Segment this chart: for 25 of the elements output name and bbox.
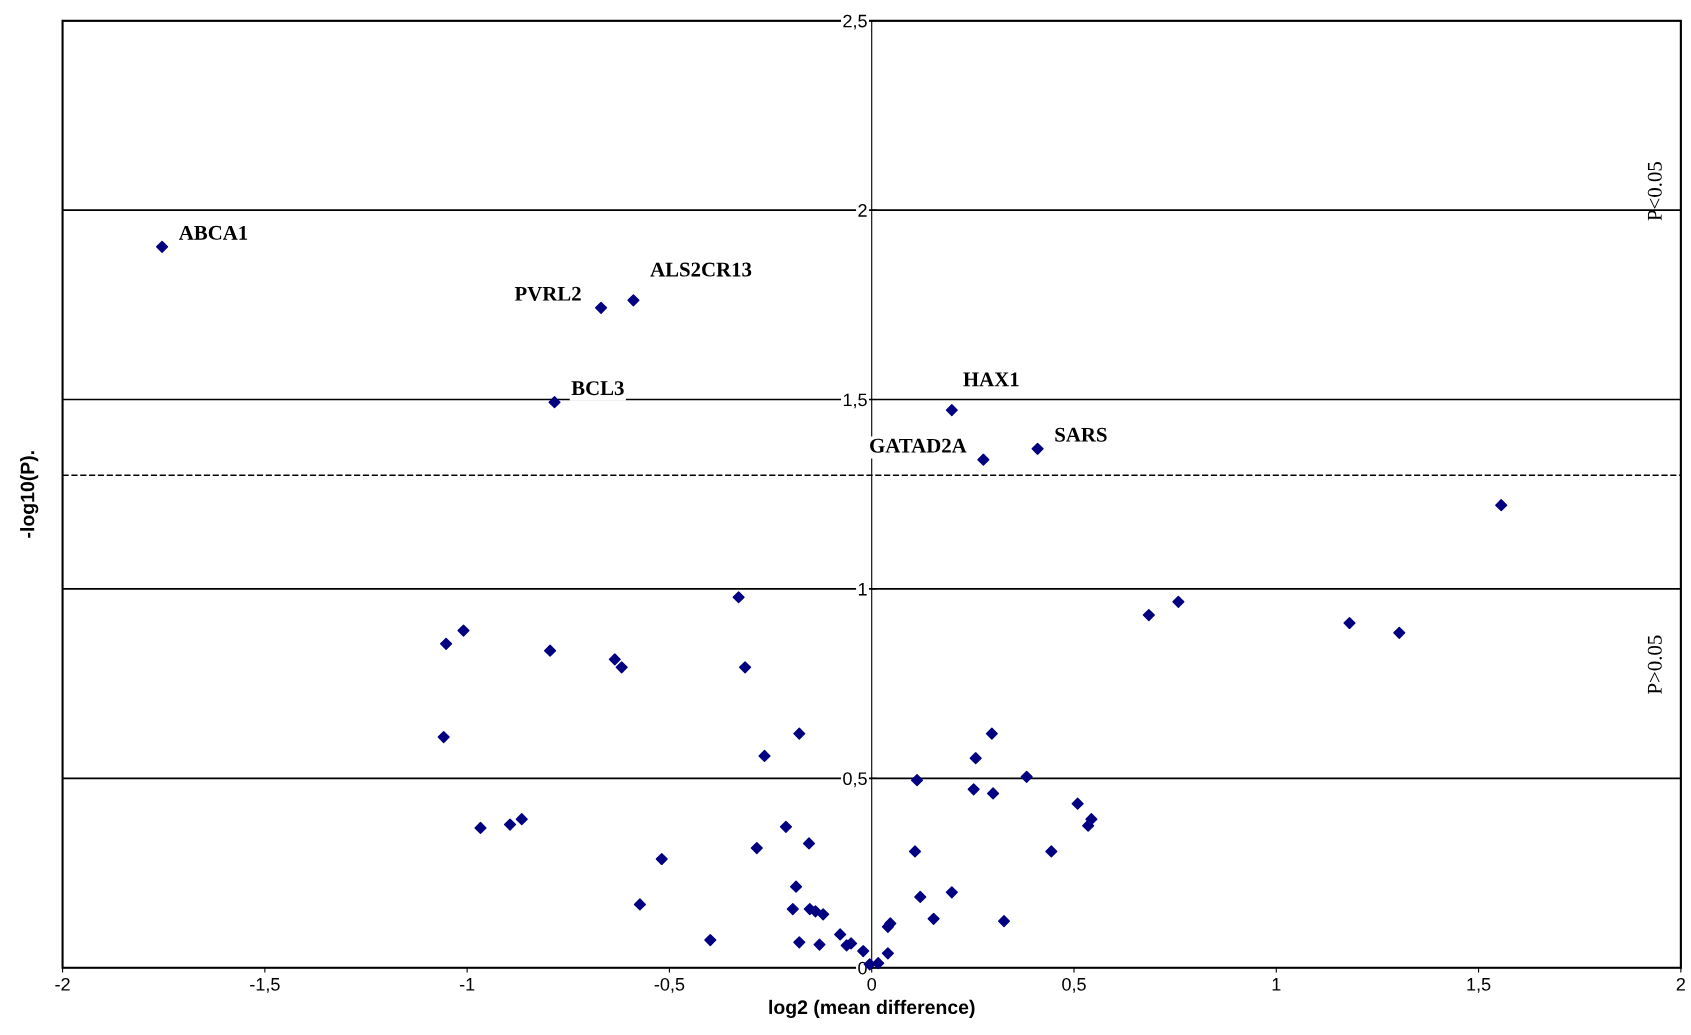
x-tick-label: 2 <box>1676 977 1685 991</box>
annotation: P<0.05 <box>1647 162 1662 221</box>
annotation: ALS2CR13 <box>650 262 752 277</box>
annotation: SARS <box>1055 427 1107 442</box>
annotation: PVRL2 <box>514 286 581 301</box>
x-tick-label: -0,5 <box>654 977 685 993</box>
y-tick-label: 1 <box>858 583 867 596</box>
x-axis-title: log2 (mean difference) <box>769 999 975 1019</box>
x-tick-label: -2 <box>55 977 70 991</box>
y-tick-label: 2,5 <box>843 14 867 30</box>
annotation: HAX1 <box>963 372 1019 387</box>
annotation: GATAD2A <box>870 438 967 453</box>
y-tick-label: 2 <box>858 204 867 217</box>
x-tick-label: 1 <box>1272 978 1281 991</box>
y-tick-label: 0,5 <box>843 772 867 788</box>
y-axis-title: -log10(P). <box>20 451 39 538</box>
annotation: BCL3 <box>571 381 624 396</box>
x-tick-label: 1,5 <box>1467 978 1491 993</box>
annotation: P>0.05 <box>1647 635 1662 694</box>
y-tick-label: 1,5 <box>843 393 867 409</box>
x-tick-label: 0,5 <box>1062 977 1086 993</box>
x-tick-label: -1 <box>459 978 475 991</box>
x-tick-label: -1,5 <box>250 978 280 993</box>
annotation: ABCA1 <box>178 225 248 240</box>
x-tick-label: 0 <box>867 977 877 991</box>
